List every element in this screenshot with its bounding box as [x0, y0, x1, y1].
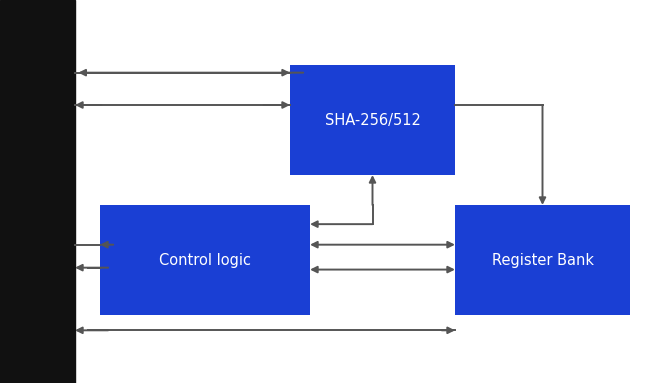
Bar — [290, 65, 455, 175]
Text: Control logic: Control logic — [159, 252, 251, 267]
Text: SHA-256/512: SHA-256/512 — [324, 113, 420, 128]
Text: Register Bank: Register Bank — [491, 252, 594, 267]
Bar — [455, 205, 630, 315]
Bar — [0, 0, 75, 383]
Bar — [100, 205, 310, 315]
